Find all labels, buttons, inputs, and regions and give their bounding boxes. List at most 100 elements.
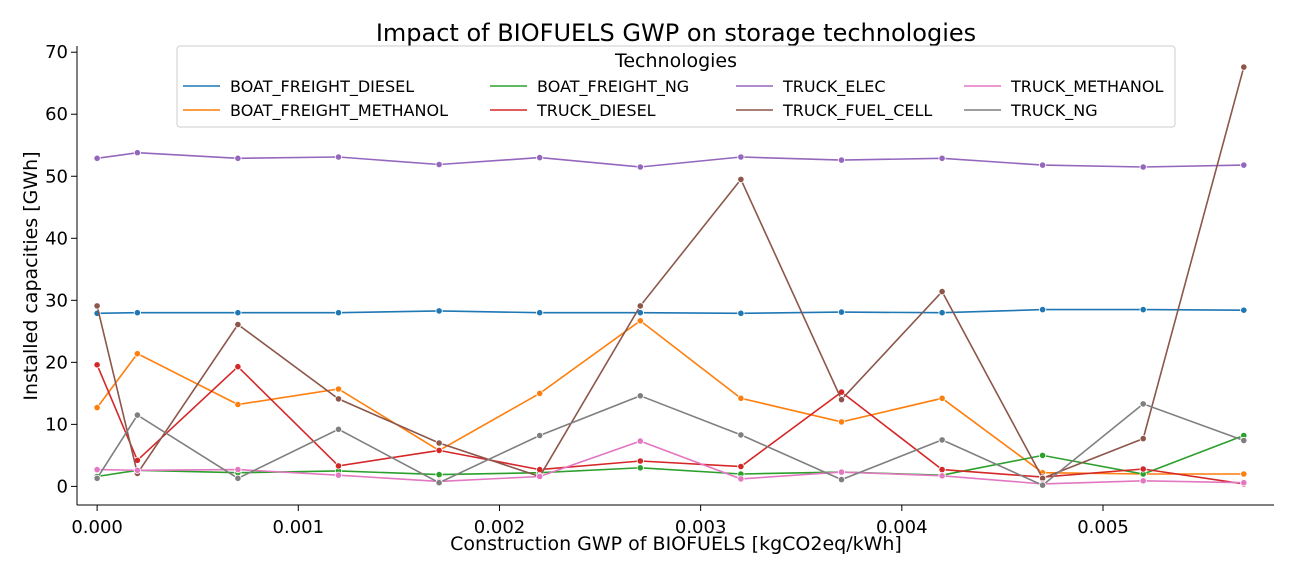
data-point-truck-diesel bbox=[737, 462, 745, 471]
data-point-truck-elec bbox=[334, 153, 343, 161]
data-point-boat-freight-methanol bbox=[93, 403, 101, 412]
legend-label-boat-freight-ng: BOAT_FREIGHT_NG bbox=[537, 77, 689, 97]
data-point-truck-methanol bbox=[234, 465, 242, 474]
data-point-truck-elec bbox=[1240, 161, 1248, 169]
legend-label-truck-diesel: TRUCK_DIESEL bbox=[536, 101, 656, 121]
series-line-truck-fuel-cell bbox=[96, 66, 1245, 480]
plot-series bbox=[93, 63, 1248, 489]
data-point-truck-methanol bbox=[938, 472, 946, 480]
data-point-truck-methanol bbox=[636, 437, 644, 445]
data-point-boat-freight-diesel bbox=[1039, 305, 1047, 314]
data-point-truck-diesel bbox=[636, 457, 644, 465]
data-point-boat-freight-diesel bbox=[133, 309, 141, 317]
data-point-truck-elec bbox=[938, 154, 946, 162]
y-tick-label: 60 bbox=[45, 104, 68, 125]
data-point-boat-freight-diesel bbox=[536, 309, 544, 317]
y-tick-label: 50 bbox=[45, 166, 68, 187]
legend-label-truck-methanol: TRUCK_METHANOL bbox=[1010, 77, 1163, 97]
data-point-truck-ng bbox=[1139, 400, 1147, 408]
data-point-boat-freight-diesel bbox=[234, 309, 242, 317]
data-point-boat-freight-ng bbox=[1039, 451, 1047, 459]
legend-label-truck-elec: TRUCK_ELEC bbox=[782, 77, 886, 97]
data-point-boat-freight-diesel bbox=[837, 308, 846, 316]
data-point-truck-fuel-cell bbox=[234, 320, 242, 329]
data-point-truck-elec bbox=[837, 156, 846, 164]
legend-label-truck-fuel-cell: TRUCK_FUEL_CELL bbox=[782, 101, 932, 121]
data-point-truck-ng bbox=[234, 474, 242, 482]
data-point-truck-methanol bbox=[1139, 477, 1147, 485]
data-point-truck-elec bbox=[133, 149, 141, 157]
x-axis-label: Construction GWP of BIOFUELS [kgCO2eq/kW… bbox=[450, 533, 902, 555]
data-point-boat-freight-ng bbox=[636, 464, 644, 472]
data-point-truck-ng bbox=[435, 479, 443, 487]
chart-title: Impact of BIOFUELS GWP on storage techno… bbox=[376, 19, 976, 47]
data-point-truck-elec bbox=[636, 163, 644, 171]
data-point-boat-freight-diesel bbox=[435, 307, 443, 315]
data-point-truck-fuel-cell bbox=[737, 175, 745, 183]
data-point-truck-methanol bbox=[334, 471, 343, 479]
data-point-truck-ng bbox=[536, 431, 544, 440]
y-tick-label: 30 bbox=[45, 290, 68, 311]
y-tick-label: 20 bbox=[45, 352, 68, 373]
legend-label-boat-freight-diesel: BOAT_FREIGHT_DIESEL bbox=[230, 77, 414, 97]
data-point-truck-elec bbox=[1139, 163, 1147, 171]
data-point-truck-diesel bbox=[1139, 465, 1147, 473]
data-point-truck-elec bbox=[93, 154, 101, 162]
data-point-truck-diesel bbox=[93, 361, 101, 369]
y-tick-label: 70 bbox=[45, 42, 68, 63]
data-point-truck-diesel bbox=[334, 462, 343, 470]
data-point-truck-ng bbox=[938, 436, 946, 444]
data-point-truck-fuel-cell bbox=[435, 439, 443, 447]
legend-label-boat-freight-methanol: BOAT_FREIGHT_METHANOL bbox=[230, 101, 448, 121]
x-tick-label: 0.002 bbox=[474, 517, 526, 538]
x-tick-label: 0.004 bbox=[876, 517, 928, 538]
y-tick-label: 40 bbox=[45, 228, 68, 249]
legend-label-truck-ng: TRUCK_NG bbox=[1010, 101, 1098, 121]
data-point-truck-diesel bbox=[938, 465, 946, 474]
x-tick-label: 0.003 bbox=[675, 517, 727, 538]
data-point-boat-freight-diesel bbox=[938, 309, 946, 317]
data-point-boat-freight-methanol bbox=[536, 389, 544, 397]
legend-frame bbox=[176, 45, 1176, 128]
series-line-boat-freight-ng bbox=[96, 434, 1245, 478]
data-point-truck-diesel bbox=[234, 363, 242, 371]
axes: 0 10 20 30 40 50 60 70 0.000 0.001 0.002 0.003 0.004… bbox=[45, 42, 1274, 538]
data-point-truck-diesel bbox=[435, 446, 443, 454]
data-point-truck-ng bbox=[636, 392, 644, 400]
y-tick-label: 10 bbox=[45, 414, 68, 435]
data-point-boat-freight-methanol bbox=[1240, 470, 1248, 478]
data-point-truck-fuel-cell bbox=[1240, 63, 1248, 71]
data-point-truck-elec bbox=[737, 153, 745, 161]
x-tick-label: 0.005 bbox=[1077, 517, 1129, 538]
data-point-truck-methanol bbox=[1240, 479, 1248, 487]
data-point-truck-methanol bbox=[737, 475, 745, 483]
data-point-truck-ng bbox=[1240, 436, 1248, 445]
data-point-truck-ng bbox=[837, 475, 846, 484]
data-point-boat-freight-diesel bbox=[334, 309, 343, 317]
legend-title: Technologies bbox=[614, 50, 737, 72]
data-point-truck-methanol bbox=[93, 465, 101, 474]
data-point-truck-methanol bbox=[837, 468, 846, 476]
data-point-boat-freight-methanol bbox=[636, 317, 644, 325]
data-point-truck-elec bbox=[234, 154, 242, 162]
data-point-boat-freight-methanol bbox=[334, 385, 343, 393]
data-point-truck-elec bbox=[1039, 161, 1047, 169]
data-point-truck-methanol bbox=[536, 472, 544, 481]
data-point-truck-fuel-cell bbox=[334, 395, 343, 403]
data-point-truck-fuel-cell bbox=[636, 302, 644, 310]
data-point-truck-methanol bbox=[133, 466, 141, 474]
x-tick-label: 0.000 bbox=[71, 517, 123, 538]
data-point-truck-ng bbox=[1039, 481, 1047, 489]
data-point-truck-ng bbox=[93, 474, 101, 482]
series-line-truck-elec bbox=[96, 151, 1244, 168]
data-point-boat-freight-methanol bbox=[737, 394, 745, 402]
data-point-truck-fuel-cell bbox=[93, 302, 101, 310]
data-point-boat-freight-methanol bbox=[938, 394, 946, 402]
data-point-truck-elec bbox=[536, 154, 544, 162]
data-point-truck-ng bbox=[133, 411, 141, 419]
data-point-boat-freight-diesel bbox=[1139, 305, 1147, 314]
y-tick-label: 0 bbox=[57, 476, 68, 497]
data-point-truck-fuel-cell bbox=[1139, 434, 1147, 443]
data-point-truck-ng bbox=[334, 425, 343, 433]
